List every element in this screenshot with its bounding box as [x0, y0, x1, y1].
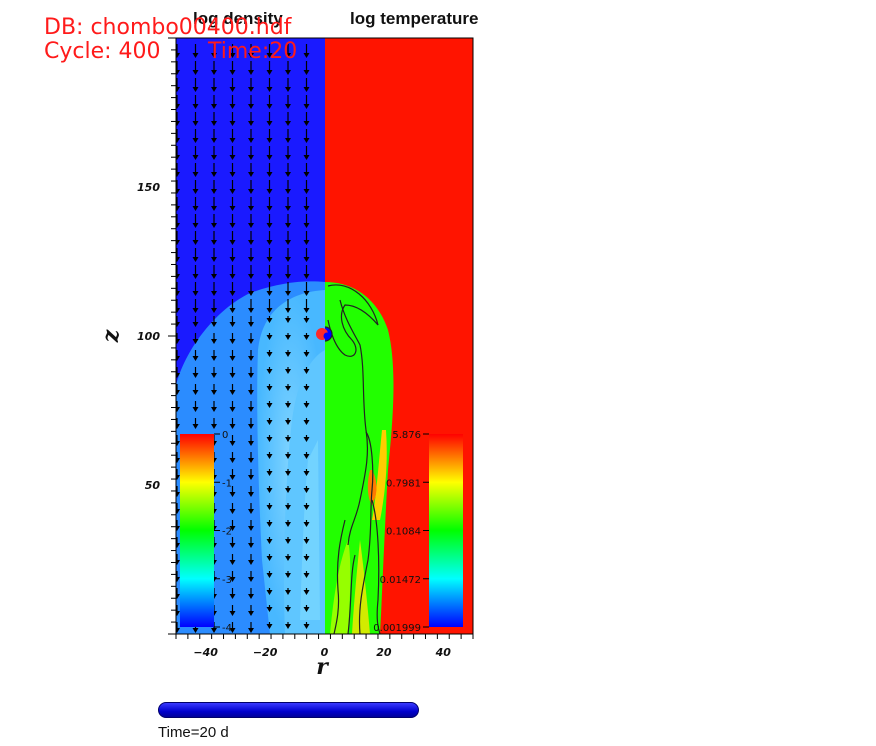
core-marker-inner [323, 332, 331, 340]
density-colorbar [180, 434, 214, 627]
y-axis-label: z [98, 329, 124, 343]
colorbar-tick-label: -4 [222, 623, 232, 634]
colorbar-tick-label: 0 [222, 430, 228, 441]
temperature-contours [325, 284, 381, 634]
database-name: DB: chombo00400.hdf [44, 15, 292, 40]
axis-minor-ticks [168, 37, 474, 639]
y-tick-label: 150 [137, 181, 160, 194]
x-axis-tick-labels: −40 −20 0 20 40 [193, 646, 451, 659]
colorbar-tick-label: 0.1084 [386, 527, 421, 538]
colorbar-tick-label: 0.001999 [373, 623, 421, 634]
temperature-title: log temperature [350, 9, 479, 28]
x-tick-label: −40 [193, 646, 218, 659]
temperature-bubble [325, 282, 394, 634]
y-axis-tick-labels: 50 100 150 [137, 181, 160, 492]
time-label: Time:20 [208, 39, 298, 64]
colorbar-tick-label: 0.01472 [380, 575, 421, 586]
x-tick-label: 40 [435, 646, 452, 659]
density-title: log density [193, 9, 283, 28]
colorbar-tick-label: -2 [222, 527, 232, 538]
time-slider[interactable] [158, 702, 419, 718]
colorbar-tick-label: 0.7981 [386, 478, 421, 489]
colorbar-tick-label: -1 [222, 478, 232, 489]
x-tick-label: −20 [253, 646, 278, 659]
density-colorbar-ticks: 0 -1 -2 -3 -4 [214, 430, 232, 634]
x-axis-label: r [316, 654, 329, 680]
y-tick-label: 50 [145, 479, 161, 492]
colorbar-tick-label: 5.876 [392, 430, 421, 441]
x-tick-label: 20 [376, 646, 392, 659]
temperature-colorbar-ticks: 5.876 0.7981 0.1084 0.01472 0.001999 [373, 430, 429, 634]
time-slider-label: Time=20 d [158, 724, 229, 741]
x-tick-label: 0 [321, 646, 329, 659]
temperature-panel [325, 38, 473, 634]
cycle-label: Cycle: 400 [44, 39, 161, 64]
temperature-colorbar [429, 434, 463, 627]
colorbar-tick-label: -3 [222, 575, 232, 586]
y-tick-label: 100 [137, 330, 160, 343]
